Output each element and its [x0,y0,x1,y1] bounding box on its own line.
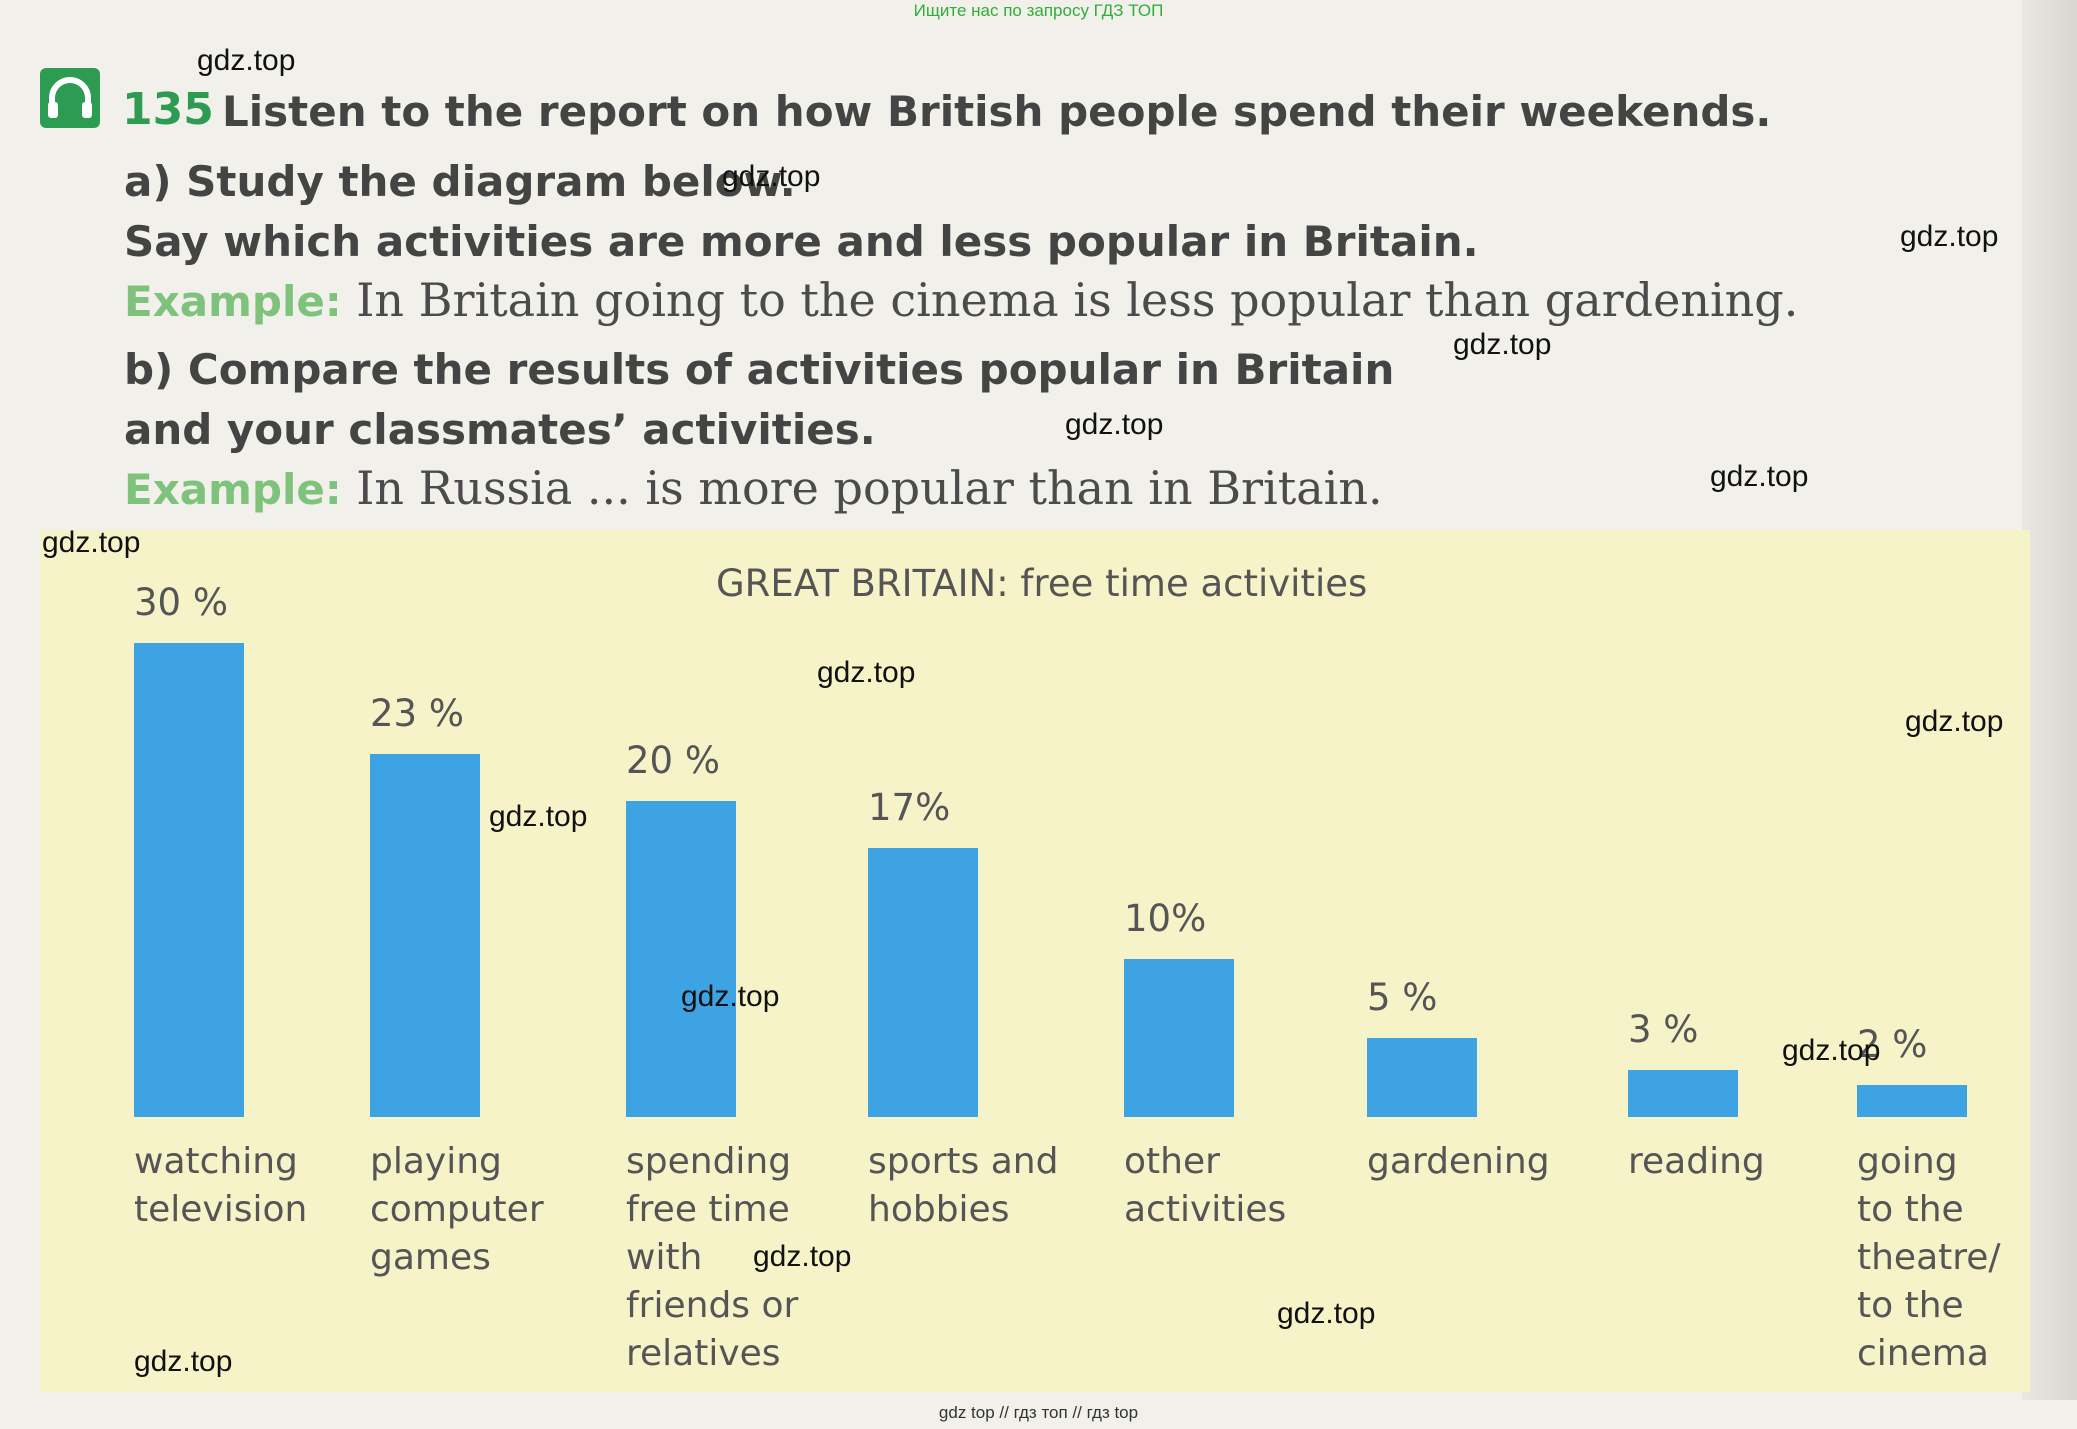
exercise-line-2: a) Study the diagram below. [124,157,796,206]
headphones-icon [40,68,100,128]
category-label-line: to the [1857,1285,1964,1326]
watermark-text: gdz.top [197,44,296,77]
bar-6 [1367,1038,1477,1117]
bar-3 [626,801,736,1117]
category-label-line: television [134,1189,308,1230]
category-label: sports and hobbies [868,1138,1068,1234]
bar-1 [134,643,244,1117]
category-label-line: hobbies [868,1189,1010,1230]
category-label-line: to the [1857,1189,1964,1230]
category-label: going to the theatre/to the cinema [1857,1138,2057,1378]
watermark-text: gdz.top [489,800,588,833]
category-label-line: playing [370,1141,502,1182]
example-label: Example: [124,277,342,326]
watermark-text: gdz.top [1900,220,1999,253]
category-label-line: spending [626,1141,792,1182]
watermark-text: gdz.top [1710,460,1809,493]
category-label-line: computer [370,1189,544,1230]
exercise-line-4: b) Compare the results of activities pop… [124,345,1395,394]
category-label-line: other [1124,1141,1220,1182]
watermark-text: gdz.top [722,160,821,193]
category-label-line: relatives [626,1333,781,1374]
bar-value-label: 23 % [370,691,464,735]
category-label-line: games [370,1237,491,1278]
bar-8 [1857,1085,1967,1117]
bar-value-label: 10% [1124,897,1207,940]
page-edge [2022,0,2077,1400]
category-label-line: cinema [1857,1333,1989,1374]
footer-banner: gdz top // гдз топ // гдз top [938,1403,1139,1422]
example-label: Example: [124,465,342,514]
watermark-text: gdz.top [1453,328,1552,361]
example-2: Example: In Russia ... is more popular t… [124,460,1383,518]
category-label: playing computer games [370,1138,570,1282]
watermark-text: gdz.top [42,526,141,559]
bar-value-label: 20 % [626,739,720,782]
bar-value-label: 5 % [1367,976,1438,1019]
example-1-text: In Britain going to the cinema is less p… [356,273,1799,327]
watermark-text: gdz.top [134,1345,233,1378]
category-label-line: friends or [626,1285,799,1326]
category-label-line: with [626,1237,703,1278]
watermark-text: gdz.top [817,656,916,689]
category-label-line: free time [626,1189,790,1230]
bar-value-label: 30 % [134,581,228,624]
bar-value-label: 17% [868,786,951,830]
category-label-line: activities [1124,1189,1287,1230]
bar-2 [370,753,480,1117]
bar-value-label: 2 % [1857,1023,1928,1067]
category-label-line: theatre/ [1857,1237,2001,1278]
category-label-line: going [1857,1141,1958,1182]
exercise-line-3: Say which activities are more and less p… [124,217,1479,266]
exercise-number: 135 [122,84,214,135]
bar-7 [1628,1069,1738,1117]
category-label-line: sports and [868,1141,1059,1182]
category-label-line: watching [134,1141,298,1182]
example-2-text: In Russia ... is more popular than in Br… [356,461,1383,515]
category-label: spending free time with friends or relatives [626,1138,826,1378]
chart-title: GREAT BRITAIN: free time activities [716,562,1368,605]
watermark-text: gdz.top [1905,705,2004,738]
category-label-line: gardening [1367,1141,1550,1182]
category-label: reading [1628,1138,1828,1186]
example-1: Example: In Britain going to the cinema … [124,272,1798,330]
category-label-line: reading [1628,1141,1765,1182]
bar-5 [1124,959,1234,1117]
watermark-text: gdz.top [1277,1297,1376,1330]
exercise-line-5: and your classmates’ activities. [124,405,876,454]
watermark-text: gdz.top [681,980,780,1013]
bar-4 [868,848,978,1117]
watermark-text: gdz.top [1065,408,1164,441]
watermark-text: gdz.top [753,1240,852,1273]
chart-area [40,530,2030,1392]
bar-value-label: 3 % [1628,1007,1699,1051]
category-label: gardening [1367,1138,1567,1186]
category-label: other activities [1124,1138,1324,1234]
top-banner: Ищите нас по запросу ГДЗ ТОП [913,1,1164,20]
category-label: watching television [134,1138,334,1234]
exercise-line-1: Listen to the report on how British peop… [222,87,1772,136]
watermark-text: gdz.top [1782,1034,1881,1067]
